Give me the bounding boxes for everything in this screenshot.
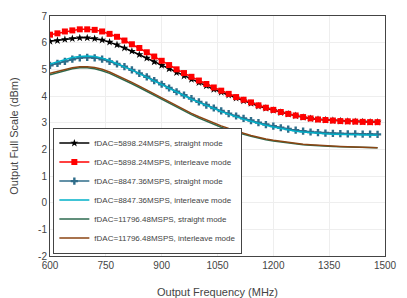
svg-text:1500: 1500 (374, 260, 397, 271)
svg-text:1200: 1200 (262, 260, 285, 271)
svg-text:600: 600 (42, 260, 59, 271)
svg-text:1: 1 (41, 171, 47, 182)
svg-text:900: 900 (153, 260, 170, 271)
svg-text:4: 4 (41, 91, 47, 102)
svg-text:Output Frequency (MHz): Output Frequency (MHz) (157, 286, 278, 298)
svg-text:5: 5 (41, 64, 47, 75)
svg-text:fDAC=8847.36MSPS, interleave m: fDAC=8847.36MSPS, interleave mode (94, 196, 231, 205)
svg-text:fDAC=11796.48MSPS, straight mo: fDAC=11796.48MSPS, straight mode (94, 215, 227, 224)
svg-text:fDAC=11796.48MSPS, interleave: fDAC=11796.48MSPS, interleave mode (94, 234, 235, 243)
svg-text:6: 6 (41, 37, 47, 48)
svg-text:2: 2 (41, 144, 47, 155)
svg-text:fDAC=5898.24MSPS, straight mod: fDAC=5898.24MSPS, straight mode (94, 139, 223, 148)
svg-text:Output Full Scale (dBm): Output Full Scale (dBm) (8, 77, 20, 194)
svg-text:0: 0 (41, 197, 47, 208)
svg-text:-2: -2 (38, 251, 47, 262)
svg-text:750: 750 (97, 260, 114, 271)
svg-text:1050: 1050 (206, 260, 229, 271)
svg-text:1350: 1350 (318, 260, 341, 271)
svg-text:-1: -1 (38, 224, 47, 235)
svg-text:fDAC=5898.24MSPS, interleave m: fDAC=5898.24MSPS, interleave mode (94, 158, 231, 167)
svg-text:fDAC=8847.36MSPS, straight mod: fDAC=8847.36MSPS, straight mode (94, 177, 223, 186)
svg-text:3: 3 (41, 117, 47, 128)
svg-text:7: 7 (41, 11, 47, 22)
